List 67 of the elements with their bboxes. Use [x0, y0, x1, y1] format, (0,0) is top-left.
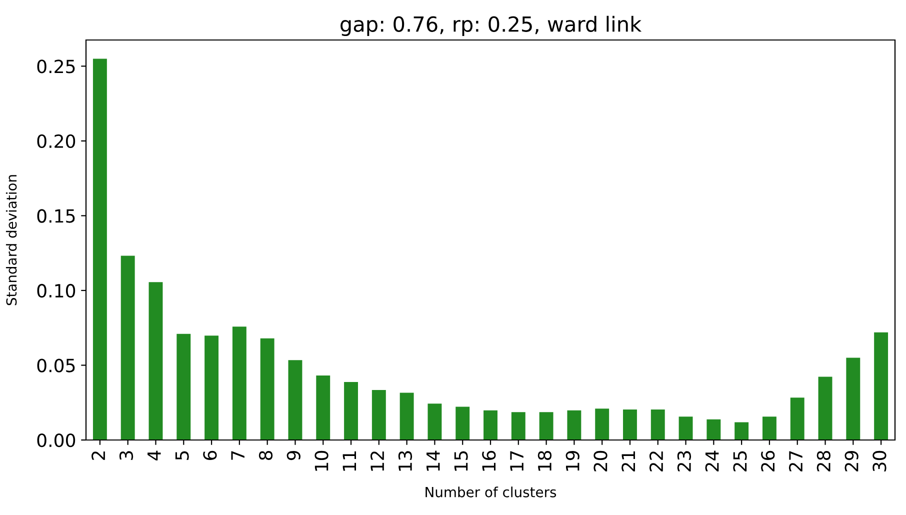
x-tick-label: 20 — [594, 450, 608, 472]
x-tick-label: 2 — [92, 452, 105, 460]
bar — [511, 412, 526, 440]
x-tick-label: 12 — [370, 452, 384, 471]
y-tick-label: 0.15 — [37, 209, 75, 223]
bar — [92, 58, 107, 440]
x-tick-label: 11 — [342, 451, 356, 471]
bar — [790, 398, 804, 440]
bar — [762, 416, 776, 440]
x-tick-label: 21 — [622, 451, 635, 472]
x-tick-label: 17 — [510, 451, 524, 471]
x-tick-label: 5 — [175, 451, 189, 460]
bar — [400, 392, 414, 440]
x-tick-label: 9 — [286, 450, 300, 460]
bar — [176, 334, 191, 440]
bar — [623, 409, 637, 440]
x-tick-label: 26 — [761, 450, 775, 472]
bar — [428, 404, 442, 440]
y-axis-title: Standard deviation — [6, 175, 17, 306]
x-tick-label: 25 — [733, 451, 747, 472]
bar — [148, 282, 163, 440]
bar — [316, 376, 330, 440]
bar — [484, 410, 498, 440]
bar — [595, 408, 610, 440]
bar — [818, 376, 832, 440]
x-tick-label: 7 — [231, 451, 244, 460]
x-tick-label: 18 — [538, 450, 552, 471]
chart-title: gap: 0.76, rp: 0.25, ward link — [340, 16, 642, 36]
x-tick-label: 24 — [705, 450, 719, 472]
x-tick-label: 14 — [426, 450, 440, 471]
x-tick-label: 22 — [649, 452, 663, 472]
x-tick-label: 27 — [788, 451, 802, 472]
bar — [120, 256, 135, 440]
y-tick-label: 0.25 — [37, 60, 75, 74]
bar — [734, 422, 749, 440]
bar — [706, 419, 721, 440]
bar — [456, 406, 470, 440]
bar — [846, 358, 860, 440]
bar — [344, 382, 358, 440]
bar — [539, 412, 554, 440]
x-tick-label: 8 — [258, 450, 273, 460]
y-tick-label: 0.00 — [37, 433, 76, 448]
x-tick-label: 6 — [203, 450, 217, 460]
x-tick-label: 28 — [816, 450, 830, 472]
x-tick-label: 4 — [148, 450, 161, 460]
x-tick-label: 13 — [398, 451, 412, 471]
bar — [288, 360, 302, 440]
x-tick-label: 19 — [566, 450, 580, 471]
x-tick-label: 16 — [482, 450, 496, 471]
y-tick-label: 0.10 — [37, 284, 76, 298]
bar — [650, 409, 665, 440]
bar — [232, 326, 246, 440]
bar — [260, 338, 274, 440]
y-tick-label: 0.20 — [37, 134, 76, 148]
bar — [204, 336, 219, 440]
x-tick-label: 10 — [314, 450, 328, 471]
x-tick-label: 23 — [677, 451, 692, 472]
bar — [372, 390, 386, 440]
x-tick-label: 29 — [844, 450, 858, 472]
x-tick-label: 3 — [119, 451, 134, 460]
x-tick-label: 15 — [454, 451, 468, 471]
bar — [874, 332, 888, 440]
x-tick-label: 30 — [872, 450, 886, 472]
x-axis-title: Number of clusters — [426, 486, 556, 498]
bar — [567, 410, 582, 440]
y-tick-label: 0.05 — [37, 358, 75, 372]
bar — [678, 416, 693, 440]
